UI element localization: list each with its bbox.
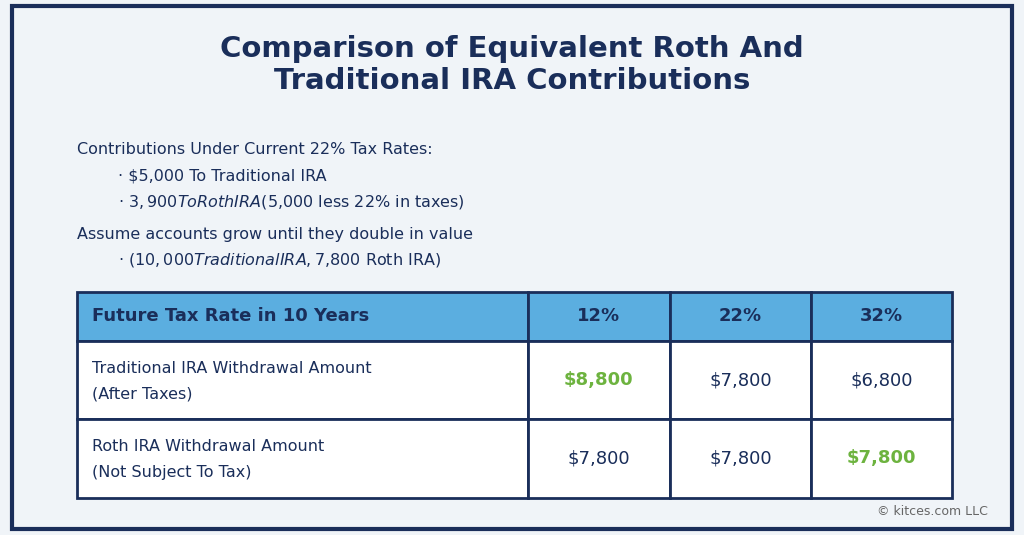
Bar: [811, 292, 952, 341]
Text: Assume accounts grow until they double in value: Assume accounts grow until they double i…: [77, 227, 473, 242]
Text: $6,800: $6,800: [851, 371, 913, 389]
Bar: [670, 292, 811, 341]
Text: 12%: 12%: [578, 307, 621, 325]
Text: $7,800: $7,800: [847, 449, 916, 468]
Text: $7,800: $7,800: [710, 371, 772, 389]
Text: (After Taxes): (After Taxes): [92, 387, 193, 402]
Text: $7,800: $7,800: [567, 449, 630, 468]
Bar: [527, 292, 670, 341]
Text: Contributions Under Current 22% Tax Rates:: Contributions Under Current 22% Tax Rate…: [77, 142, 432, 157]
Bar: [77, 292, 527, 341]
Bar: [77, 419, 527, 498]
Text: Comparison of Equivalent Roth And: Comparison of Equivalent Roth And: [220, 35, 804, 63]
Bar: [77, 341, 527, 419]
Bar: [527, 341, 670, 419]
Text: © kitces.com LLC: © kitces.com LLC: [878, 505, 988, 518]
Bar: [811, 341, 952, 419]
Text: Traditional IRA Withdrawal Amount: Traditional IRA Withdrawal Amount: [92, 361, 372, 376]
Text: · ($10,000 Traditional IRA, $7,800 Roth IRA): · ($10,000 Traditional IRA, $7,800 Roth …: [118, 251, 441, 270]
Bar: [527, 419, 670, 498]
Bar: [811, 419, 952, 498]
Text: 32%: 32%: [860, 307, 903, 325]
Bar: [670, 419, 811, 498]
Text: Roth IRA Withdrawal Amount: Roth IRA Withdrawal Amount: [92, 439, 325, 454]
Text: · $3,900 To Roth IRA ($5,000 less 22% in taxes): · $3,900 To Roth IRA ($5,000 less 22% in…: [118, 193, 465, 211]
Text: (Not Subject To Tax): (Not Subject To Tax): [92, 465, 252, 480]
Text: Future Tax Rate in 10 Years: Future Tax Rate in 10 Years: [92, 307, 370, 325]
Text: · $5,000 To Traditional IRA: · $5,000 To Traditional IRA: [118, 169, 327, 184]
Text: $8,800: $8,800: [564, 371, 634, 389]
Bar: [670, 341, 811, 419]
Text: $7,800: $7,800: [710, 449, 772, 468]
Text: 22%: 22%: [719, 307, 762, 325]
Text: Traditional IRA Contributions: Traditional IRA Contributions: [273, 67, 751, 95]
